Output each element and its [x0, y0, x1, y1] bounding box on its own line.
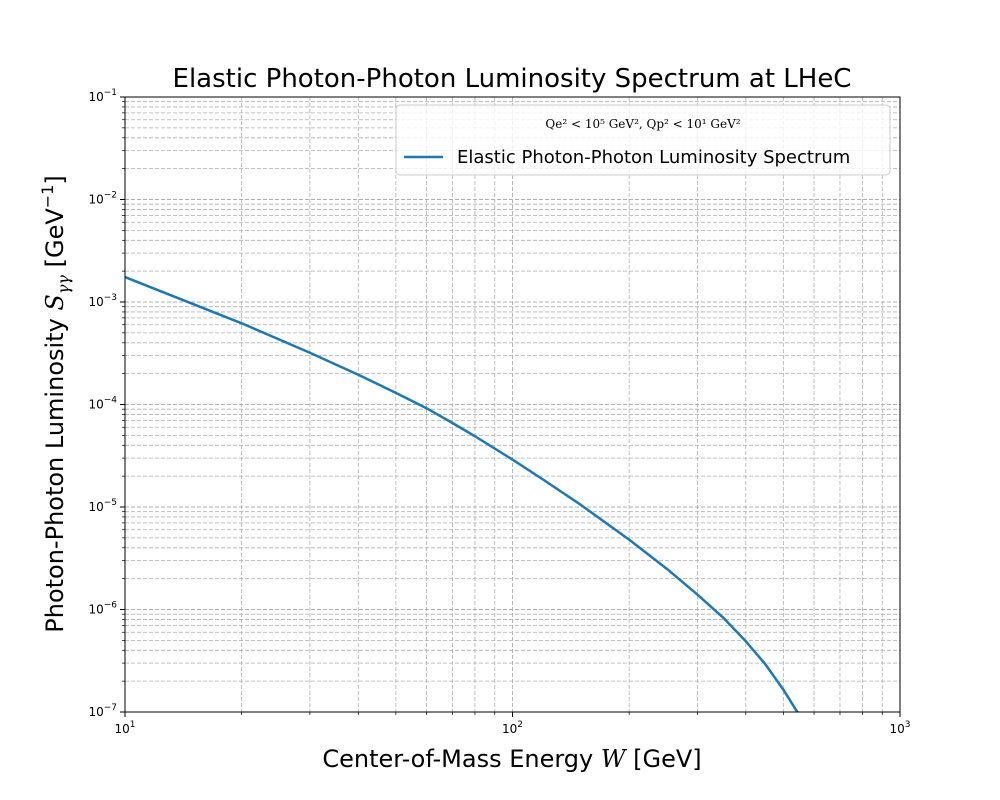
y-axis-label-unit-open: [GeV [41, 208, 69, 275]
y-axis-label-unit-close: ] [41, 175, 69, 184]
y-tick-label-base: 10 [88, 398, 103, 412]
y-tick-label-exp: −3 [104, 293, 117, 303]
y-tick-label: 10−2 [88, 191, 117, 207]
x-tick-label-base: 10 [114, 722, 129, 736]
series-layer [125, 275, 799, 712]
x-axis-label: Center-of-Mass Energy W [GeV] [322, 745, 701, 773]
x-tick-label-exp: 1 [130, 720, 136, 730]
x-tick-label: 101 [114, 720, 135, 736]
y-tick-label: 10−7 [88, 703, 117, 719]
y-tick-label-exp: −6 [104, 601, 118, 611]
x-axis-label-prefix: Center-of-Mass Energy [322, 745, 601, 773]
y-tick-label-base: 10 [88, 193, 103, 207]
legend: Qe² < 10⁵ GeV², Qp² < 10¹ GeV² Elastic P… [395, 104, 891, 176]
y-tick-label: 10−5 [88, 498, 117, 514]
y-axis-label-unit-exp: −1 [38, 185, 57, 209]
legend-title: Qe² < 10⁵ GeV², Qp² < 10¹ GeV² [545, 117, 740, 131]
grid [124, 96, 901, 713]
y-axis-label-symbol: S [41, 294, 69, 310]
y-ticks: 10−710−610−510−410−310−210−1 [88, 88, 125, 719]
y-tick-label-base: 10 [88, 295, 103, 309]
y-tick-label-exp: −7 [104, 703, 117, 713]
y-tick-label-base: 10 [88, 500, 103, 514]
y-tick-label-base: 10 [88, 705, 103, 719]
y-axis-label-prefix: Photon-Photon Luminosity [41, 311, 69, 633]
series-line-0 [125, 275, 799, 712]
y-tick-label: 10−3 [88, 293, 117, 309]
y-tick-label: 10−6 [88, 601, 117, 617]
legend-box [395, 104, 891, 176]
x-tick-label-base: 10 [889, 722, 904, 736]
y-tick-label: 10−1 [88, 88, 117, 104]
y-tick-label-base: 10 [88, 90, 103, 104]
x-tick-label-exp: 3 [905, 720, 911, 730]
x-axis-label-suffix: [GeV] [626, 745, 702, 773]
y-tick-label-exp: −5 [104, 498, 117, 508]
legend-entry-label: Elastic Photon-Photon Luminosity Spectru… [457, 147, 850, 168]
x-tick-label-exp: 2 [517, 720, 523, 730]
y-tick-label-exp: −4 [104, 396, 118, 406]
y-tick-label-exp: −1 [104, 88, 117, 98]
y-axis-label: Photon-Photon Luminosity Sγγ [GeV−1] [38, 175, 73, 632]
chart-title: Elastic Photon-Photon Luminosity Spectru… [173, 64, 852, 94]
x-ticks: 101 102 103 [114, 712, 911, 736]
y-tick-label-exp: −2 [104, 191, 117, 201]
x-tick-label-base: 10 [502, 722, 517, 736]
y-tick-label: 10−4 [88, 396, 117, 412]
x-tick-label: 102 [502, 720, 523, 736]
x-tick-label: 103 [889, 720, 910, 736]
y-axis-label-subscript: γγ [54, 275, 73, 295]
x-axis-label-symbol: W [601, 745, 628, 773]
y-tick-label-base: 10 [88, 603, 103, 617]
